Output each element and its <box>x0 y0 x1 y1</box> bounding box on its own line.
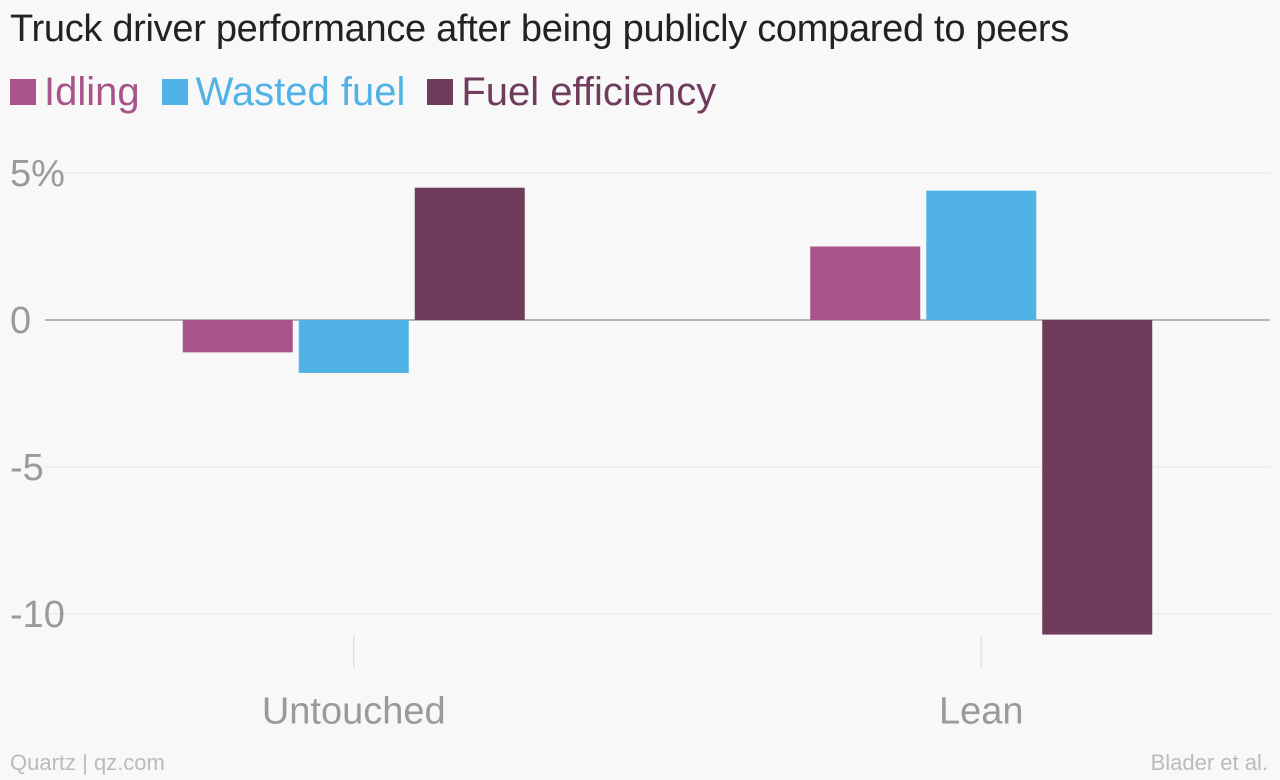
y-tick-label: 0 <box>10 300 31 342</box>
source-credit: Quartz | qz.com <box>10 750 165 775</box>
legend-label: Wasted fuel <box>195 69 406 114</box>
x-tick-label: Untouched <box>262 690 446 732</box>
legend-swatch <box>161 79 188 105</box>
legend-item-1: Wasted fuel <box>161 69 406 115</box>
legend-item-2: Fuel efficiency <box>427 70 716 115</box>
bar-idling-lean <box>810 246 921 320</box>
legend-swatch <box>10 79 36 105</box>
legend-item-0: Idling <box>10 70 140 115</box>
legend-swatch <box>427 79 454 105</box>
y-tick-label: -10 <box>10 594 65 636</box>
bar-fuel-efficiency-untouched <box>414 187 525 320</box>
x-tick-label: Lean <box>939 690 1024 732</box>
y-tick-label: -5 <box>10 447 44 489</box>
chart-title: Truck driver performance after being pub… <box>10 8 1069 50</box>
legend-label: Idling <box>44 69 140 114</box>
legend-label: Fuel efficiency <box>461 69 717 114</box>
bar-wasted-fuel-lean <box>926 190 1037 320</box>
y-tick-label: 5% <box>10 153 65 195</box>
legend: Idling Wasted fuel Fuel efficiency <box>10 68 738 116</box>
bar-wasted-fuel-untouched <box>298 320 409 373</box>
bar-idling-untouched <box>182 320 293 353</box>
data-source: Blader et al. <box>1150 750 1268 775</box>
bar-fuel-efficiency-lean <box>1042 320 1153 635</box>
